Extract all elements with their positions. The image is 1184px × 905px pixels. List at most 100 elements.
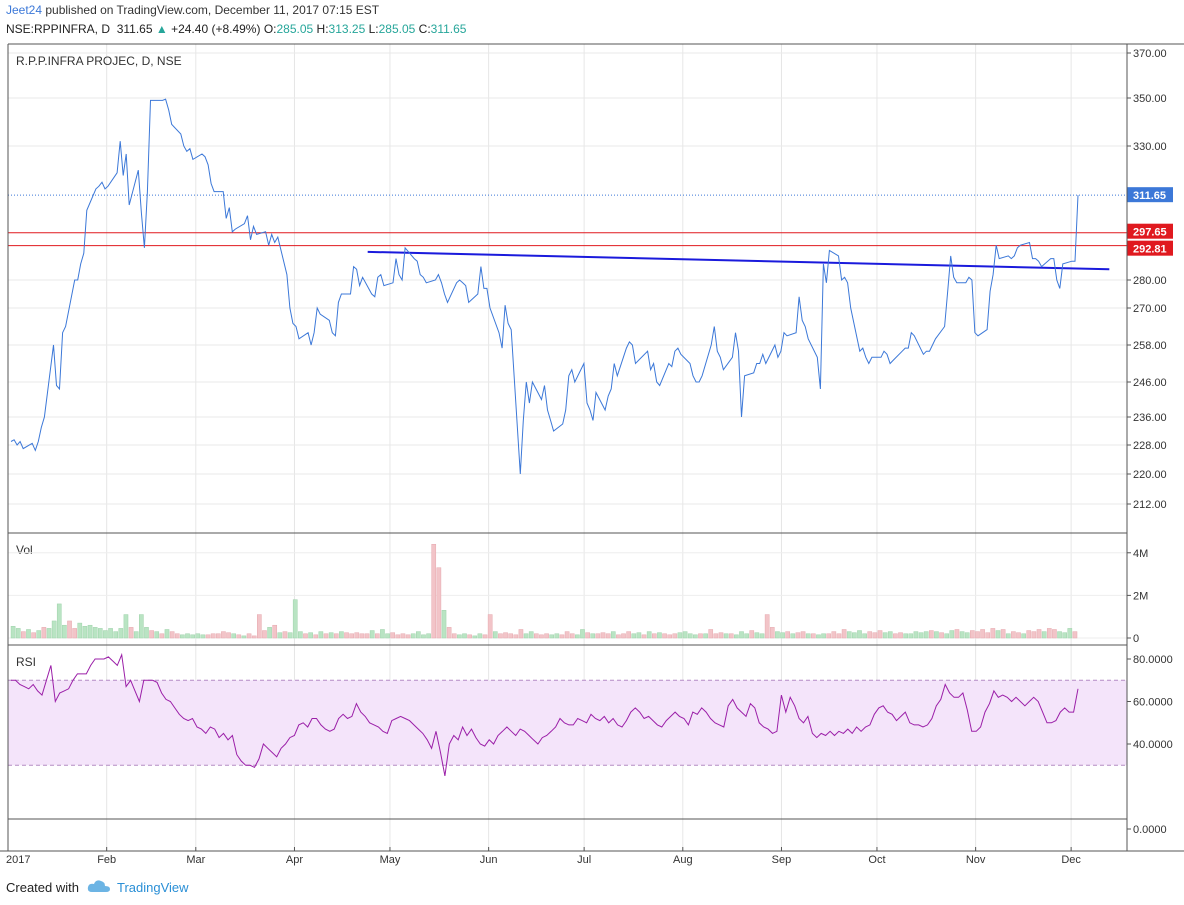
volume-bar (113, 631, 119, 639)
rsi-band (8, 680, 1127, 766)
volume-bar (267, 627, 272, 639)
volume-bar (903, 633, 908, 639)
volume-bar (128, 627, 134, 639)
volume-bar (77, 622, 83, 639)
price-tick-label: 228.00 (1133, 440, 1167, 452)
footer: Created with TradingView (6, 879, 189, 896)
volume-bar (651, 633, 657, 639)
up-arrow-icon: ▲ (155, 22, 168, 36)
volume-bar (718, 632, 724, 639)
volume-bar (477, 633, 483, 639)
x-tick-label: Mar (186, 854, 205, 866)
volume-bar (31, 632, 36, 639)
volume-bar (513, 634, 519, 639)
volume-bar (487, 614, 493, 639)
rsi-tick-label: 40.0000 (1133, 739, 1173, 751)
volume-bar (97, 628, 103, 639)
volume-bar (436, 567, 442, 639)
volume-bar (780, 632, 785, 639)
volume-bar (816, 634, 821, 639)
volume-bar (626, 631, 631, 639)
volume-bar (769, 627, 775, 639)
low-label: L: (368, 22, 379, 36)
volume-bar (221, 631, 226, 639)
volume-bar (672, 633, 678, 639)
volume-bar (277, 632, 283, 639)
volume-bar (795, 632, 801, 639)
volume-bar (898, 632, 903, 639)
volume-bar (1057, 631, 1062, 639)
rsi-tick-label: 80.0000 (1133, 654, 1173, 666)
volume-bar (26, 629, 31, 639)
volume-bar (646, 631, 652, 639)
volume-bar (918, 632, 924, 639)
volume-bar (354, 632, 360, 639)
volume-bar (67, 620, 72, 639)
volume-bar (431, 544, 437, 639)
x-tick-label: 2017 (6, 854, 30, 866)
volume-bar (1016, 632, 1021, 639)
volume-bar (662, 633, 667, 639)
open-label: O: (263, 22, 277, 36)
volume-bar (728, 633, 734, 639)
volume-bar (87, 624, 93, 639)
volume-bar (857, 630, 862, 639)
change: +24.40 (+8.49%) (171, 22, 261, 36)
volume-bar (292, 599, 298, 639)
volume-bar (657, 632, 662, 639)
high-label: H: (316, 22, 329, 36)
volume-bar (421, 634, 426, 639)
volume-bar (1072, 631, 1078, 639)
volume-bar (323, 633, 329, 639)
close-value: 311.65 (430, 22, 467, 36)
volume-bar (15, 628, 21, 639)
x-tick-label: Aug (673, 854, 693, 866)
volume-bar (846, 631, 852, 639)
volume-bar (492, 631, 498, 639)
author-link[interactable]: Jeet24 (6, 3, 43, 17)
volume-bar (482, 634, 488, 639)
volume-bar (523, 633, 529, 639)
volume-bar (744, 633, 749, 639)
volume-bar (118, 628, 124, 639)
volume-bar (257, 614, 262, 639)
volume-bar (215, 633, 221, 639)
volume-bar (1005, 633, 1011, 639)
volume-bar (344, 632, 349, 639)
volume-bar (569, 633, 575, 639)
volume-bar (262, 630, 267, 639)
volume-bar (318, 631, 324, 639)
volume-bar (908, 633, 914, 639)
volume-bar (734, 634, 739, 639)
price-tick-label: 330.00 (1133, 141, 1167, 153)
volume-bar (764, 614, 770, 639)
x-tick-label: Sep (772, 854, 792, 866)
volume-bar (56, 603, 62, 639)
volume-bar (1067, 628, 1073, 639)
volume-title: Vol (16, 543, 33, 557)
volume-bar (1026, 630, 1032, 639)
volume-bar (698, 633, 703, 639)
price-badge (1127, 187, 1173, 203)
volume-bar (667, 634, 673, 639)
volume-bar (272, 624, 278, 639)
volume-bar (210, 633, 216, 639)
volume-bar (390, 632, 396, 639)
volume-bar (580, 629, 585, 639)
price-tick-label: 220.00 (1133, 469, 1167, 481)
volume-bar (149, 630, 154, 639)
volume-bar (585, 632, 590, 639)
volume-bar (364, 633, 370, 639)
volume-bar (959, 631, 965, 639)
volume-bar (831, 631, 837, 639)
volume-bar (159, 633, 165, 639)
price-badge (1127, 223, 1173, 239)
tradingview-link[interactable]: TradingView (116, 880, 189, 895)
price-badge-label: 311.65 (1133, 190, 1166, 202)
last-price: 311.65 (116, 22, 153, 36)
volume-bar (693, 634, 698, 639)
volume-bar (303, 633, 308, 639)
volume-bar (862, 633, 867, 639)
volume-bar (205, 634, 211, 639)
